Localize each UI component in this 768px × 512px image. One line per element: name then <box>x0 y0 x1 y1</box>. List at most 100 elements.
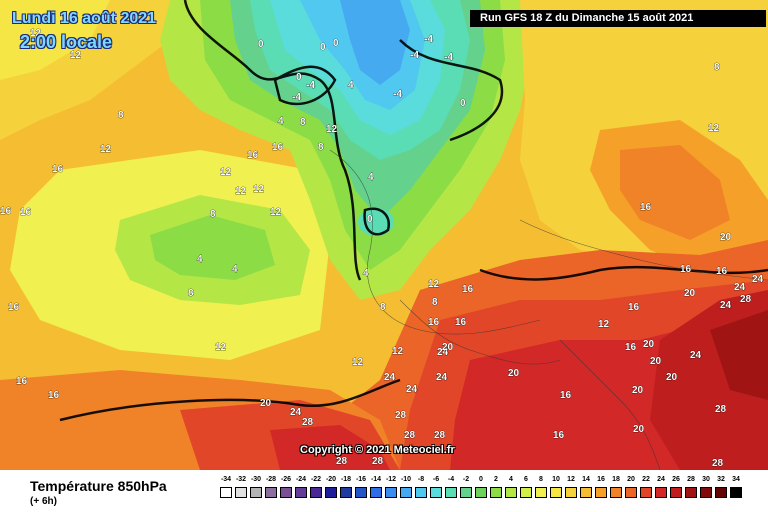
legend-title: Température 850hPa <box>30 478 167 494</box>
svg-text:12: 12 <box>326 124 338 135</box>
scale-tick-label: -12 <box>385 476 397 483</box>
scale-tick-label: 20 <box>627 476 635 483</box>
svg-text:0: 0 <box>333 38 339 49</box>
svg-text:12: 12 <box>215 342 227 353</box>
svg-text:0: 0 <box>367 214 373 225</box>
svg-text:0: 0 <box>296 72 302 83</box>
forecast-local-time: 2:00 locale <box>20 32 113 52</box>
svg-text:8: 8 <box>432 297 438 308</box>
svg-text:8: 8 <box>714 62 720 73</box>
svg-text:28: 28 <box>404 430 416 441</box>
scale-tick-label: -8 <box>417 476 425 483</box>
svg-text:28: 28 <box>434 430 446 441</box>
svg-text:20: 20 <box>643 339 655 350</box>
svg-text:-4: -4 <box>306 80 315 91</box>
scale-tick-label: -16 <box>355 476 367 483</box>
scale-tick-label: -14 <box>370 476 382 483</box>
svg-text:24: 24 <box>436 372 448 383</box>
scale-color-swatch <box>250 487 262 498</box>
svg-text:4: 4 <box>363 268 369 279</box>
svg-text:16: 16 <box>680 264 692 275</box>
svg-text:12: 12 <box>352 357 364 368</box>
scale-tick-label: 14 <box>582 476 590 483</box>
scale-tick-label: 12 <box>567 476 575 483</box>
svg-text:24: 24 <box>406 384 418 395</box>
svg-text:12: 12 <box>220 167 232 178</box>
scale-tick-label: -10 <box>400 476 412 483</box>
svg-text:20: 20 <box>650 356 662 367</box>
svg-text:12: 12 <box>253 184 265 195</box>
scale-tick-label: 16 <box>597 476 605 483</box>
legend-panel: Température 850hPa (+ 6h) -34 -32 -30 -28 -2… <box>0 470 768 512</box>
svg-text:8: 8 <box>188 288 194 299</box>
scale-color-swatch <box>355 487 367 498</box>
scale-tick-label: -4 <box>447 476 455 483</box>
scale-tick-label: -30 <box>250 476 262 483</box>
svg-text:16: 16 <box>625 342 637 353</box>
svg-text:28: 28 <box>336 456 348 467</box>
scale-color-swatch <box>625 487 637 498</box>
scale-tick-label: 6 <box>524 476 528 483</box>
scale-tick-label: 0 <box>479 476 483 483</box>
run-banner: Run GFS 18 Z du Dimanche 15 août 2021 <box>470 10 766 27</box>
svg-text:0: 0 <box>460 98 466 109</box>
scale-color-swatch <box>445 487 457 498</box>
svg-text:4: 4 <box>368 172 374 183</box>
scale-tick-label: 10 <box>552 476 560 483</box>
svg-text:16: 16 <box>553 430 565 441</box>
svg-text:16: 16 <box>462 284 474 295</box>
svg-text:20: 20 <box>666 372 678 383</box>
temperature-map: 12 12 8 12 16 16 16 16 12 16 16 12 12 12… <box>0 0 768 470</box>
scale-color-swatch <box>220 487 232 498</box>
svg-text:8: 8 <box>300 117 306 128</box>
svg-text:12: 12 <box>598 319 610 330</box>
scale-color-swatch <box>325 487 337 498</box>
svg-text:16: 16 <box>272 142 284 153</box>
scale-color-swatch <box>535 487 547 498</box>
scale-tick-label: -28 <box>265 476 277 483</box>
svg-text:8: 8 <box>118 110 124 121</box>
scale-color-swatch <box>340 487 352 498</box>
copyright-notice: Copyright © 2021 Meteociel.fr <box>300 444 455 456</box>
svg-text:16: 16 <box>716 266 728 277</box>
svg-text:16: 16 <box>20 207 32 218</box>
scale-tick-label: 30 <box>702 476 710 483</box>
scale-tick-label: 26 <box>672 476 680 483</box>
svg-text:16: 16 <box>455 317 467 328</box>
svg-text:24: 24 <box>720 300 732 311</box>
scale-tick-label: 18 <box>612 476 620 483</box>
svg-text:24: 24 <box>437 347 449 358</box>
scale-color-swatch <box>385 487 397 498</box>
svg-text:4: 4 <box>348 80 354 91</box>
svg-text:20: 20 <box>442 342 454 353</box>
color-scale: -34 -32 -30 -28 -26 -24 -22 -20 -18 -16 -14 -12 -10-… <box>220 476 760 508</box>
svg-text:28: 28 <box>395 410 407 421</box>
svg-text:28: 28 <box>372 456 384 467</box>
svg-text:4: 4 <box>232 264 238 275</box>
scale-tick-label: 24 <box>657 476 665 483</box>
scale-color-swatch <box>490 487 502 498</box>
svg-text:20: 20 <box>720 232 732 243</box>
svg-text:8: 8 <box>210 209 216 220</box>
scale-tick-label: 28 <box>687 476 695 483</box>
svg-text:4: 4 <box>278 116 284 127</box>
svg-text:24: 24 <box>752 274 764 285</box>
svg-text:-4: -4 <box>410 50 419 61</box>
scale-color-swatch <box>685 487 697 498</box>
svg-text:20: 20 <box>684 288 696 299</box>
svg-text:28: 28 <box>740 294 752 305</box>
scale-color-swatch <box>370 487 382 498</box>
svg-text:24: 24 <box>290 407 302 418</box>
svg-text:8: 8 <box>380 302 386 313</box>
svg-text:4: 4 <box>197 254 203 265</box>
svg-text:28: 28 <box>712 458 724 469</box>
svg-text:-4: -4 <box>444 52 453 63</box>
scale-color-swatch <box>280 487 292 498</box>
svg-text:20: 20 <box>632 385 644 396</box>
scale-tick-label: -26 <box>280 476 292 483</box>
scale-tick-label: -22 <box>310 476 322 483</box>
svg-text:0: 0 <box>258 39 264 50</box>
scale-color-swatch <box>505 487 517 498</box>
svg-text:16: 16 <box>0 206 12 217</box>
scale-tick-label: 8 <box>539 476 543 483</box>
